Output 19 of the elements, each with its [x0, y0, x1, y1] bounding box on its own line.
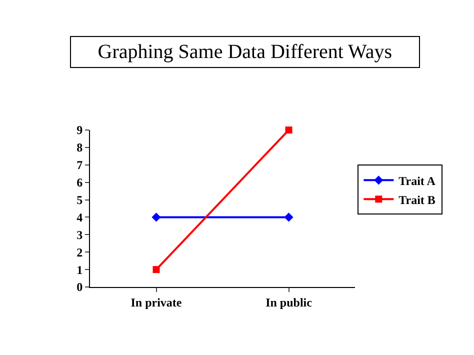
- chart-title: Graphing Same Data Different Ways: [98, 41, 392, 63]
- legend-label: Trait A: [398, 174, 436, 188]
- point: [152, 212, 161, 222]
- point: [152, 266, 160, 274]
- y-tick-label: 4: [76, 210, 83, 224]
- y-tick-label: 7: [76, 158, 83, 172]
- legend-label: Trait B: [398, 192, 436, 207]
- point: [284, 212, 294, 222]
- point: [285, 126, 292, 134]
- y-tick-label: 6: [76, 176, 83, 190]
- y-tick-label: 2: [76, 245, 83, 260]
- y-tick-label: 0: [76, 280, 83, 294]
- y-tick-label: 9: [76, 123, 83, 138]
- y-tick-label: 3: [76, 228, 83, 242]
- y-tick-label: 1: [76, 262, 83, 277]
- x-tick-label: In public: [266, 295, 313, 310]
- y-tick-label: 5: [76, 192, 83, 207]
- x-tick-label: In private: [130, 295, 182, 310]
- y-tick-label: 8: [76, 140, 83, 155]
